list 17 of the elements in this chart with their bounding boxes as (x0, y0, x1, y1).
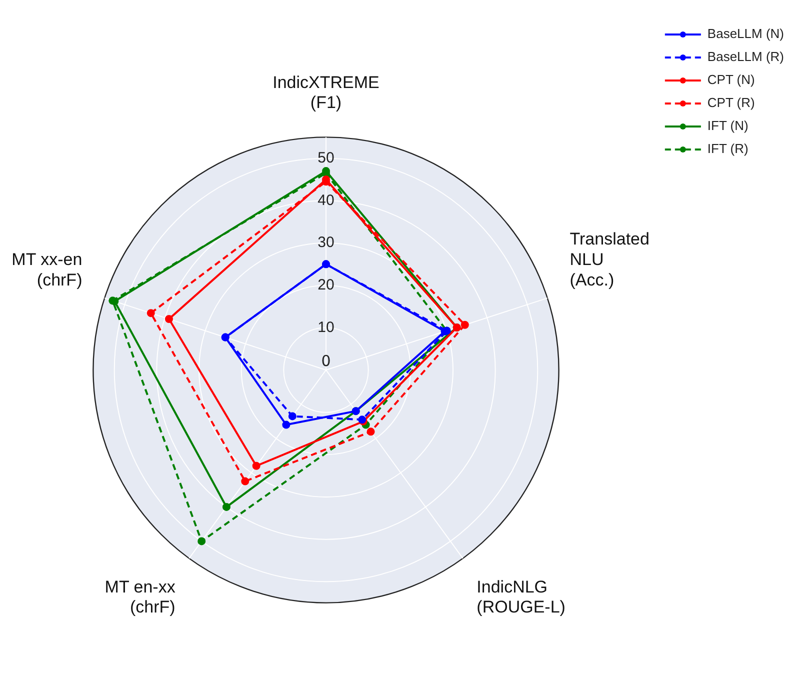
legend-label: CPT (R) (707, 95, 755, 110)
legend-label: CPT (N) (707, 72, 755, 88)
spoke-label: IndicNLG (ROUGE-L) (476, 577, 566, 617)
y-tick-label: 50 (318, 149, 334, 166)
legend-label: BaseLLM (R) (707, 49, 784, 64)
legend-label: IFT (R) (707, 141, 748, 156)
y-tick-label: 20 (318, 276, 334, 294)
y-tick-label: 10 (318, 318, 334, 336)
spoke-label: MT xx-en (chrF) (12, 250, 82, 290)
y-tick-label: 0 (321, 352, 331, 370)
legend-label: IFT (N) (707, 118, 748, 134)
spoke-label: MT en-xx (chrF) (104, 577, 176, 617)
spoke-label: Translated NLU (Acc.) (570, 229, 650, 290)
legend-label: BaseLLM (N) (707, 26, 784, 42)
y-tick-label: 30 (318, 234, 334, 252)
y-tick-label: 40 (318, 192, 334, 209)
spoke-label: IndicXTREME (F1) (272, 72, 380, 112)
